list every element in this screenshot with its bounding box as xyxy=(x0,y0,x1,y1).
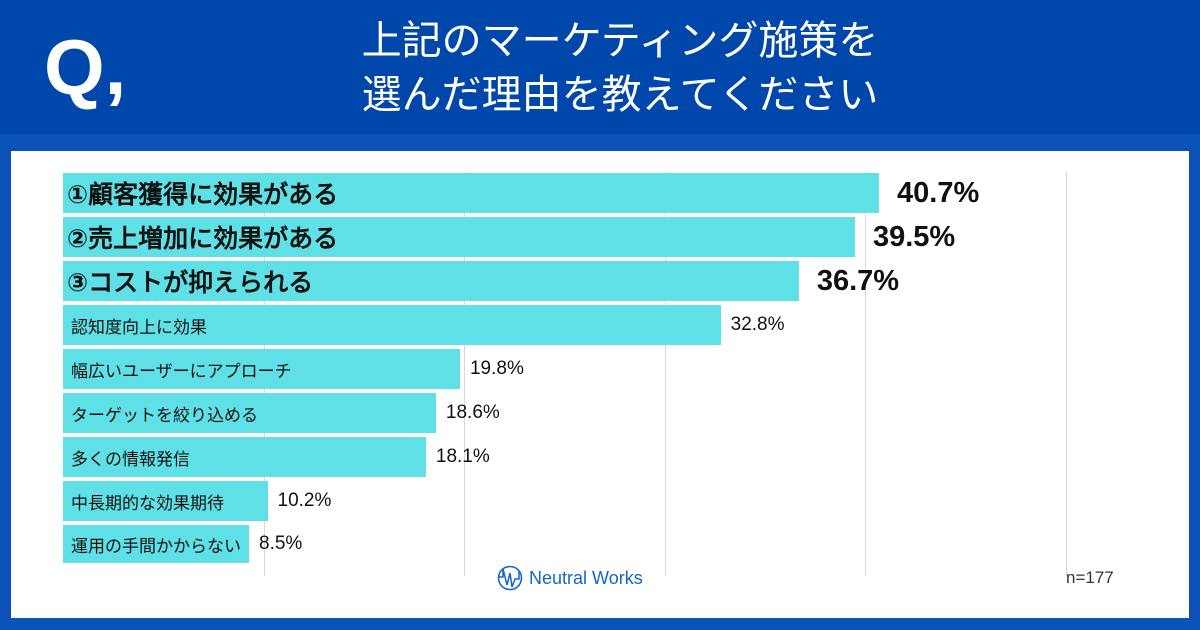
logo-text: Neutral Works xyxy=(529,567,643,588)
value-label: 36.7% xyxy=(816,264,900,297)
bar: 幅広いユーザーにアプローチ xyxy=(63,349,460,389)
bar-label: 認知度向上に効果 xyxy=(71,317,207,338)
value-label: 18.6% xyxy=(445,402,500,423)
title-line-1: 上記のマーケティング施策を xyxy=(361,18,879,64)
bar: ①顧客獲得に効果がある xyxy=(63,173,880,213)
bar-row: 中長期的な効果期待 10.2% xyxy=(63,481,331,521)
gridline xyxy=(464,172,465,576)
bar: ターゲットを絞り込める xyxy=(63,393,436,433)
bar: 認知度向上に効果 xyxy=(63,305,721,345)
bar-row: ①顧客獲得に効果がある 40.7% xyxy=(63,173,979,213)
value-label: 10.2% xyxy=(277,490,332,511)
bar-row: 運用の手間かからない 8.5% xyxy=(63,525,302,563)
bar: ③コストが抑えられる xyxy=(63,261,799,301)
value-label: 39.5% xyxy=(872,220,956,253)
question-mark-label: Q, xyxy=(44,23,127,111)
title-line-2: 選んだ理由を教えてください xyxy=(361,72,879,118)
bar-row: ターゲットを絞り込める 18.6% xyxy=(63,393,500,433)
bar-label: ③コストが抑えられる xyxy=(67,268,314,297)
bar: 運用の手間かからない xyxy=(63,525,249,563)
value-label: 32.8% xyxy=(730,314,785,335)
bar-row: 認知度向上に効果 32.8% xyxy=(63,305,785,345)
logo: Neutral Works xyxy=(497,565,643,591)
value-label: 40.7% xyxy=(897,176,980,209)
bar-label: 幅広いユーザーにアプローチ xyxy=(71,361,292,382)
bar-row: 幅広いユーザーにアプローチ 19.8% xyxy=(63,349,524,389)
bar: 中長期的な効果期待 xyxy=(63,481,268,521)
bar-label: ①顧客獲得に効果がある xyxy=(67,180,339,209)
gridline xyxy=(664,172,666,576)
sample-size: n=177 xyxy=(1066,568,1114,587)
bar-row: ③コストが抑えられる 36.7% xyxy=(63,261,899,301)
header: Q, 上記のマーケティング施策を 選んだ理由を教えてください xyxy=(0,0,1200,134)
neutral-works-logo-icon xyxy=(497,565,523,591)
value-label: 8.5% xyxy=(259,533,303,554)
bar-label: ターゲットを絞り込める xyxy=(71,405,258,426)
value-label: 19.8% xyxy=(469,358,524,379)
bar-label: 多くの情報発信 xyxy=(71,449,190,470)
bar-row: ②売上増加に効果がある 39.5% xyxy=(63,217,955,257)
bar-label: 中長期的な効果期待 xyxy=(71,493,224,514)
bar-label: ②売上増加に効果がある xyxy=(67,224,339,253)
page-title: 上記のマーケティング施策を 選んだ理由を教えてください xyxy=(230,14,1010,122)
bar-label: 運用の手間かからない xyxy=(71,536,241,557)
bar-row: 多くの情報発信 18.1% xyxy=(63,437,490,477)
value-label: 18.1% xyxy=(435,446,490,467)
gridline xyxy=(1065,172,1067,576)
bar: ②売上増加に効果がある xyxy=(63,217,855,257)
gridline xyxy=(865,172,866,576)
bar: 多くの情報発信 xyxy=(63,437,426,477)
